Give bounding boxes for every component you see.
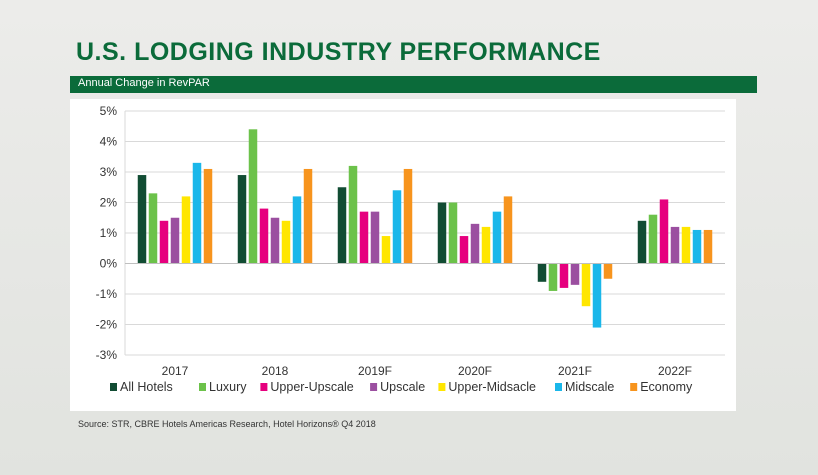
y-tick-label: 2% xyxy=(100,196,118,210)
bar xyxy=(692,229,702,264)
bar xyxy=(537,263,547,282)
chart-subtitle: Annual Change in RevPAR xyxy=(78,77,210,89)
bar xyxy=(392,190,402,264)
bar xyxy=(592,263,602,328)
bar xyxy=(148,193,158,264)
bar xyxy=(570,263,580,285)
bar xyxy=(359,211,369,264)
bar xyxy=(648,214,658,264)
legend-swatch xyxy=(630,383,638,391)
y-tick-label: 5% xyxy=(100,104,118,118)
bar xyxy=(203,168,213,264)
subtitle-bar xyxy=(70,76,757,93)
bar xyxy=(503,196,513,264)
bar xyxy=(403,168,413,264)
legend-label: Midscale xyxy=(565,380,614,394)
legend-label: Luxury xyxy=(209,380,247,394)
legend-swatch xyxy=(260,383,268,391)
y-tick-label: 4% xyxy=(100,135,118,149)
bar xyxy=(259,208,269,264)
x-tick-label: 2022F xyxy=(658,364,692,378)
bar xyxy=(281,220,291,264)
revpar-bar-chart: -3% -2% -1% 0% 1% 2% 3% 4% 5% 2017 2018 2019F 2020F 2… xyxy=(96,104,725,394)
bar xyxy=(181,196,191,264)
bar xyxy=(270,217,280,264)
bar xyxy=(659,199,669,264)
bar xyxy=(370,211,380,264)
legend-label: Upper-Midsacle xyxy=(448,380,536,394)
y-tick-label: -1% xyxy=(96,287,118,301)
bar xyxy=(581,263,591,307)
x-tick-label: 2021F xyxy=(558,364,592,378)
bar xyxy=(681,226,691,264)
bar xyxy=(637,220,647,264)
x-tick-label: 2020F xyxy=(458,364,492,378)
bar xyxy=(548,263,558,291)
legend-label: Upscale xyxy=(380,380,425,394)
y-tick-label: 1% xyxy=(100,226,118,240)
bar xyxy=(470,223,480,264)
legend-swatch xyxy=(555,383,562,391)
x-tick-label: 2019F xyxy=(358,364,392,378)
bar xyxy=(303,168,313,264)
bar xyxy=(492,211,502,264)
legend-label: Economy xyxy=(640,380,693,394)
x-tick-label: 2018 xyxy=(262,364,289,378)
bar xyxy=(559,263,569,288)
x-tick-label: 2017 xyxy=(162,364,189,378)
bar xyxy=(448,202,458,264)
bar xyxy=(703,229,713,264)
legend-swatch xyxy=(199,383,206,391)
legend-swatch xyxy=(110,383,117,391)
bar xyxy=(459,236,469,264)
bar xyxy=(348,165,358,264)
bar xyxy=(170,217,180,264)
legend-swatch xyxy=(438,383,446,391)
bar xyxy=(381,236,391,264)
legend-swatch xyxy=(370,383,378,391)
bar xyxy=(192,162,202,264)
bar xyxy=(670,226,680,264)
y-tick-label: -2% xyxy=(96,318,118,332)
bar xyxy=(137,175,147,264)
y-tick-label: 0% xyxy=(100,257,118,271)
legend-label: Upper-Upscale xyxy=(270,380,353,394)
chart-panel: -3% -2% -1% 0% 1% 2% 3% 4% 5% 2017 2018 2019F 2020F 2… xyxy=(70,99,736,411)
bar xyxy=(159,220,169,264)
bar xyxy=(292,196,302,264)
source-note: Source: STR, CBRE Hotels Americas Resear… xyxy=(78,419,376,429)
bar xyxy=(603,263,613,279)
y-tick-label: -3% xyxy=(96,348,118,362)
legend-label: All Hotels xyxy=(120,380,173,394)
bar xyxy=(248,129,258,264)
bar xyxy=(337,187,347,264)
page-title: U.S. LODGING INDUSTRY PERFORMANCE xyxy=(76,38,601,66)
bar xyxy=(437,202,447,264)
bar xyxy=(237,175,247,264)
y-tick-label: 3% xyxy=(100,165,118,179)
bar xyxy=(481,226,491,264)
